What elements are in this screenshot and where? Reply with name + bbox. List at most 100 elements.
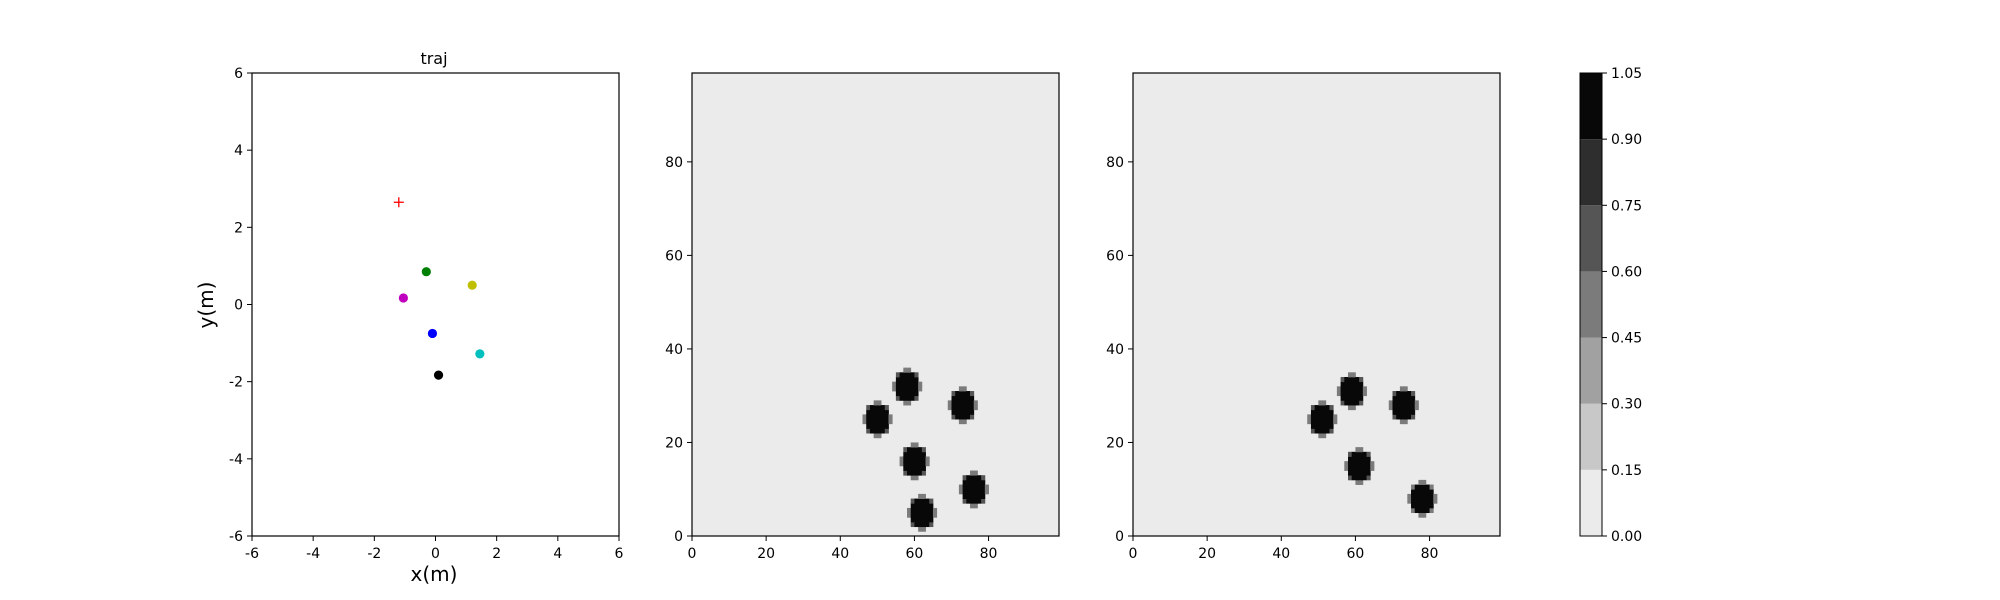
heatmap-2-cell [1348, 475, 1353, 481]
heatmap-1-cell [877, 400, 882, 406]
heatmap-2-cell [1411, 414, 1416, 420]
heatmap-1-cell [973, 405, 978, 411]
heatmap-1-cell [899, 395, 904, 401]
traj-point [398, 293, 408, 303]
colorbar-tick-label: 0.75 [1611, 198, 1642, 214]
heatmap-2-cell [1322, 400, 1327, 406]
heatmap-2-cell [1351, 395, 1356, 401]
heatmap-2-cell [1348, 405, 1353, 411]
heatmap-1-cell [918, 498, 923, 504]
traj-title: traj [420, 49, 447, 68]
traj-xlabel: x(m) [411, 562, 458, 586]
heatmap-1-cell [977, 484, 982, 490]
heatmap-2-cell [1403, 391, 1408, 397]
heatmap-2-xtick-label: 80 [1421, 546, 1439, 562]
heatmap-1-cell [958, 409, 964, 415]
heatmap-2-ytick-label: 40 [1106, 342, 1124, 358]
heatmap-2-xtick-label: 20 [1198, 546, 1216, 562]
heatmap-1-cell [895, 386, 900, 392]
heatmap-1-cell [899, 461, 904, 467]
heatmap-2-cell [1418, 484, 1423, 490]
heatmap-1-cell [962, 493, 967, 499]
heatmap-2-cell [1351, 451, 1356, 457]
heatmap-1-cell [884, 405, 889, 411]
heatmap-1-cell [925, 456, 930, 462]
heatmap-1-cell [929, 517, 934, 523]
heatmap-1-cell [907, 470, 912, 476]
heatmap-2-cell [1429, 489, 1434, 495]
heatmap-1-cell [910, 386, 915, 392]
heatmap-2-cell [1414, 400, 1419, 406]
heatmap-2-cell [1314, 423, 1319, 429]
heatmap-1-cell [970, 400, 975, 406]
heatmap-1-cell [921, 456, 926, 462]
traj-ytick-label: -4 [229, 452, 243, 468]
heatmap-2-ytick-label: 60 [1106, 248, 1124, 264]
heatmap-1-cell [914, 498, 919, 504]
heatmap-2-cell [1425, 507, 1430, 514]
heatmap-2-frame [1132, 72, 1501, 537]
heatmap-1-cell [877, 405, 882, 411]
heatmap-2-cell [1362, 465, 1367, 471]
heatmap-2-cell [1318, 400, 1323, 406]
heatmap-2-cell [1403, 405, 1408, 411]
heatmap-1-cell [958, 489, 964, 495]
heatmap-1-cell [866, 409, 871, 415]
heatmap-1-cell [895, 376, 900, 383]
heatmap-1-cell [892, 386, 897, 392]
heatmap-1-cell [914, 442, 919, 448]
heatmap-2-cell [1355, 391, 1360, 397]
heatmap-1-cell [918, 517, 923, 523]
heatmap-2-cell [1322, 405, 1327, 411]
heatmap-2-cell [1355, 447, 1360, 453]
heatmap-2-cell [1351, 400, 1356, 406]
heatmap-1-cell [899, 381, 904, 387]
heatmap-2-cell [1322, 409, 1327, 415]
heatmap-2-cell [1392, 395, 1397, 401]
heatmap-2-ytick-label: 0 [1115, 529, 1124, 545]
heatmap-1-cell [955, 409, 960, 415]
heatmap-2-cell [1425, 489, 1430, 495]
heatmap-1-cell [914, 386, 919, 392]
heatmap-1-cell [966, 484, 971, 490]
heatmap-1-cell [895, 395, 900, 401]
heatmap-1-cell [947, 405, 952, 411]
traj-ytick-label: 0 [234, 298, 243, 314]
colorbar-tick-label: 0.15 [1611, 463, 1642, 479]
heatmap-2-cell [1362, 456, 1367, 462]
heatmap-1-cell [903, 391, 908, 397]
heatmap-1-cell [914, 451, 919, 457]
heatmap-2-cell [1396, 395, 1401, 401]
heatmap-1-cell [966, 479, 971, 485]
heatmap-1-cell [951, 391, 956, 397]
heatmap-1-cell [966, 414, 971, 420]
heatmap-1-xtick-label: 40 [831, 546, 849, 562]
heatmap-1-cell [966, 391, 971, 397]
heatmap-2-cell [1422, 498, 1427, 504]
traj-ylabel: y(m) [194, 282, 218, 329]
heatmap-1-cell [921, 493, 926, 499]
heatmap-2-cell [1310, 423, 1316, 429]
heatmap-1-cell [907, 400, 912, 406]
heatmap-2-xtick-label: 0 [1129, 546, 1138, 562]
heatmap-1-cell [877, 423, 882, 429]
heatmap-2-cell [1399, 419, 1405, 425]
heatmap-2-cell [1362, 451, 1367, 457]
heatmap-1-cell [899, 376, 904, 383]
heatmap-2-cell [1422, 507, 1427, 514]
heatmap-2-cell [1359, 465, 1364, 471]
heatmap-2-cell [1310, 428, 1316, 434]
heatmap-1-cell [962, 405, 967, 411]
heatmap-2-cell [1355, 376, 1360, 383]
heatmap-1-cell [970, 395, 975, 401]
heatmap-2-cell [1314, 405, 1319, 411]
heatmap-1-cell [962, 498, 967, 504]
colorbar-frame [1579, 72, 1603, 537]
heatmap-2-cell [1429, 484, 1434, 490]
heatmap-1-cell [903, 400, 908, 406]
heatmap-1-cell [981, 493, 986, 499]
heatmap-2-ytick-label: 80 [1106, 155, 1124, 171]
heatmap-2-cell [1411, 395, 1416, 401]
heatmap-2-cell [1355, 395, 1360, 401]
heatmap-1-cell [955, 391, 960, 397]
